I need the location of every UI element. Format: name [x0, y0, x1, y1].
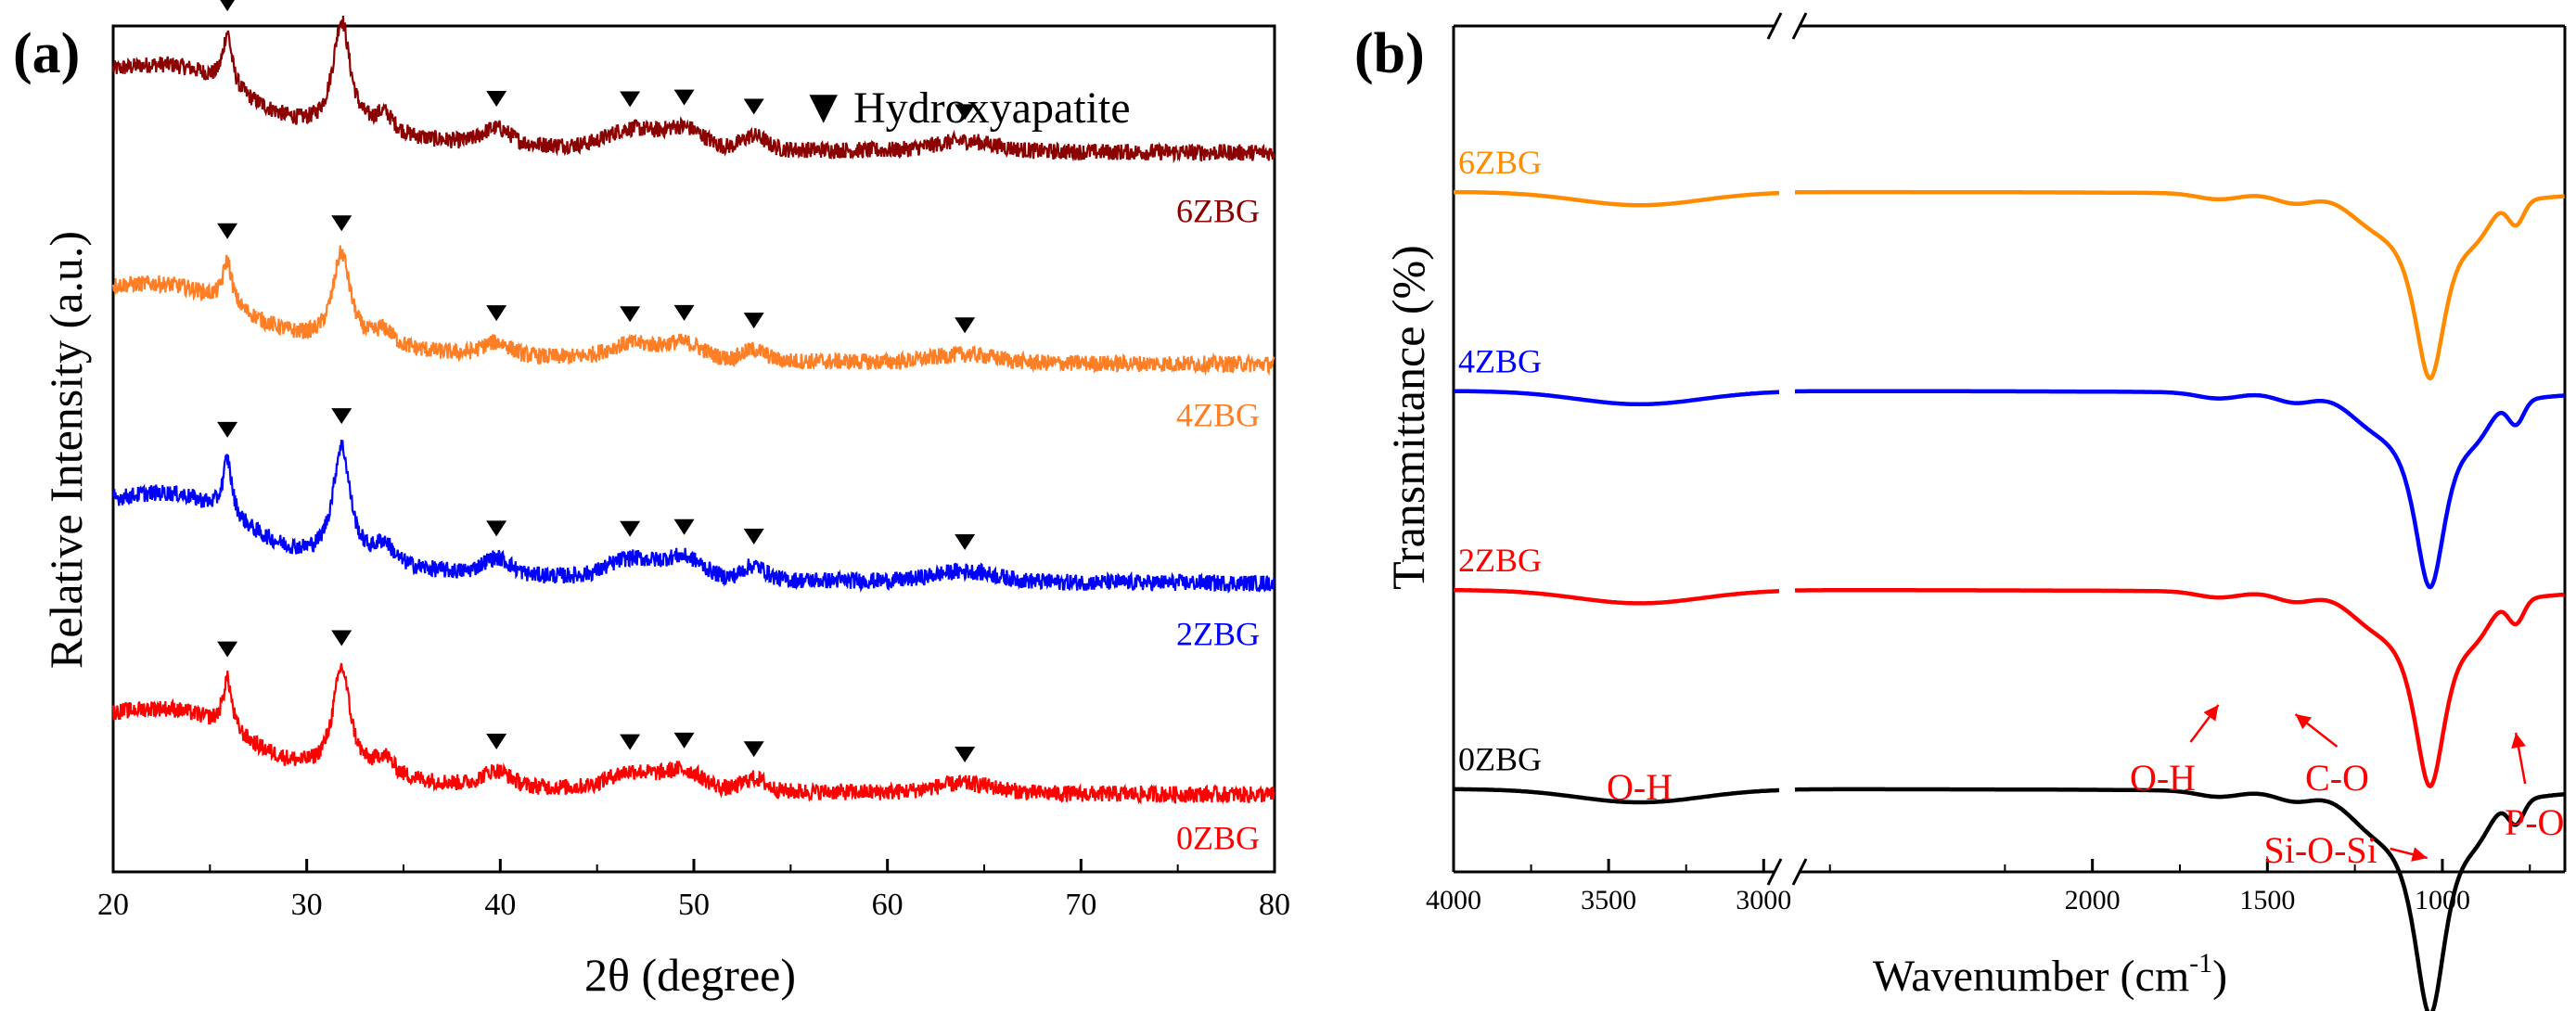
- annotation-label: P-O: [2505, 801, 2564, 843]
- annotation-label: O-H: [2130, 757, 2196, 799]
- x-tick-label: 4000: [1426, 885, 1481, 915]
- peak-marker: [486, 91, 507, 108]
- series-line-4ZBG: [1795, 389, 2565, 590]
- peak-marker: [955, 746, 976, 762]
- peak-marker: [673, 732, 695, 749]
- plot-a-series: [111, 15, 1275, 805]
- legend-marker: ▼: [800, 81, 847, 134]
- peak-marker: [620, 520, 641, 537]
- annotation-arrowhead: [2203, 705, 2219, 722]
- peak-marker: [331, 630, 352, 646]
- x-tick-label: 3500: [1581, 885, 1636, 915]
- series-line-0ZBG: [1453, 787, 1779, 805]
- annotation-label: C-O: [2305, 757, 2369, 799]
- x-tick-label: 50: [678, 888, 710, 922]
- plot-b-frame: [1452, 12, 2567, 886]
- plot-b-annotations: O-H O-H C-O Si-O-Si P-O: [1607, 704, 2564, 871]
- series-label: 6ZBG: [1458, 144, 1542, 181]
- y-axis-title: Relative Intensity (a.u.): [40, 231, 92, 669]
- series-label: 6ZBG: [1176, 193, 1260, 230]
- peak-marker: [955, 533, 976, 550]
- series-line-6ZBG: [111, 15, 1275, 164]
- series-line-6ZBG: [1454, 189, 1779, 208]
- x-axis-title: Wavenumber (cm-1): [1873, 948, 2227, 1001]
- x-axis-title-close: ): [2212, 952, 2227, 1001]
- series-line-6ZBG: [1795, 189, 2565, 381]
- peak-marker: [486, 733, 507, 749]
- x-tick-label: 70: [1065, 888, 1096, 922]
- x-tick-label: 80: [1259, 888, 1290, 922]
- series-label: 0ZBG: [1458, 741, 1542, 778]
- peak-marker: [620, 734, 641, 750]
- legend-label: Hydroxyapatite: [853, 83, 1131, 133]
- legend: ▼ Hydroxyapatite: [800, 81, 1131, 134]
- peak-marker: [620, 306, 641, 323]
- plot-a-peak-markers: [217, 0, 976, 762]
- plot-a-x-axis: 20 30 40 50 60 70 80: [97, 859, 1290, 922]
- peak-marker: [955, 104, 976, 121]
- series-line-0ZBG: [1795, 787, 2565, 1011]
- series-line-0ZBG: [111, 662, 1275, 805]
- x-axis-title-text: Wavenumber (cm: [1873, 952, 2189, 1001]
- peak-marker: [486, 520, 507, 537]
- series-label: 0ZBG: [1176, 820, 1260, 857]
- peak-marker: [331, 408, 352, 425]
- series-line-2ZBG: [111, 440, 1275, 595]
- plot-b-x-axis: 4000 3500 3000 2000 1500 1000: [1426, 859, 2531, 915]
- plot-b-series-labels: 6ZBG 4ZBG 2ZBG 0ZBG: [1458, 144, 1542, 778]
- series-label: 2ZBG: [1176, 616, 1260, 653]
- panel-b: (b) 4000 3500 3000 2000 1500 1000 6ZBG 4ZBG 2ZB…: [1354, 12, 2567, 1011]
- peak-marker: [673, 89, 695, 106]
- x-axis-title-superscript: -1: [2189, 948, 2212, 979]
- x-tick-label: 40: [484, 888, 516, 922]
- peak-marker: [220, 0, 235, 12]
- series-line-4ZBG: [1454, 389, 1779, 407]
- x-tick-label: 60: [872, 888, 904, 922]
- panel-a-label: (a): [13, 22, 80, 85]
- peak-marker: [331, 215, 352, 232]
- x-tick-label: 1500: [2239, 885, 2295, 915]
- series-label: 4ZBG: [1458, 342, 1542, 379]
- peak-marker: [620, 91, 641, 108]
- peak-marker: [486, 305, 507, 322]
- x-tick-label: 1000: [2415, 885, 2470, 915]
- peak-marker: [673, 304, 695, 321]
- peak-marker: [217, 223, 238, 239]
- peak-marker: [743, 313, 764, 329]
- peak-marker: [955, 317, 976, 334]
- annotation-label: O-H: [1607, 766, 1672, 808]
- annotation-arrowhead: [2511, 733, 2526, 749]
- x-tick-label: 30: [291, 888, 323, 922]
- x-axis-title: 2θ (degree): [584, 949, 796, 1001]
- annotation-label: Si-O-Si: [2264, 829, 2377, 871]
- plot-a-series-labels: 6ZBG 4ZBG 2ZBG 0ZBG: [1176, 193, 1260, 857]
- series-line-2ZBG: [1453, 587, 1780, 606]
- peak-marker: [673, 518, 695, 535]
- panel-b-label: (b): [1354, 22, 1425, 85]
- x-tick-label: 3000: [1736, 885, 1791, 915]
- x-tick-label: 20: [97, 888, 129, 922]
- series-label: 2ZBG: [1458, 542, 1542, 579]
- series-label: 4ZBG: [1176, 397, 1260, 434]
- peak-marker: [743, 741, 764, 758]
- peak-marker: [217, 641, 238, 658]
- peak-marker: [743, 98, 764, 115]
- y-axis-title: Transmittance (%): [1382, 245, 1434, 590]
- peak-marker: [217, 421, 238, 438]
- x-tick-label: 2000: [2065, 885, 2121, 915]
- series-line-2ZBG: [1794, 588, 2565, 789]
- peak-marker: [743, 528, 764, 544]
- plot-b-series: [1453, 189, 2565, 1011]
- panel-a: (a) 20 30 40 50 60 70 80 6ZBG 4ZBG 2ZBG 0ZBG ▼ Hy…: [13, 0, 1290, 1001]
- series-line-4ZBG: [111, 245, 1275, 377]
- annotation-arrowhead: [2411, 847, 2428, 862]
- annotation-arrowhead: [2295, 714, 2313, 730]
